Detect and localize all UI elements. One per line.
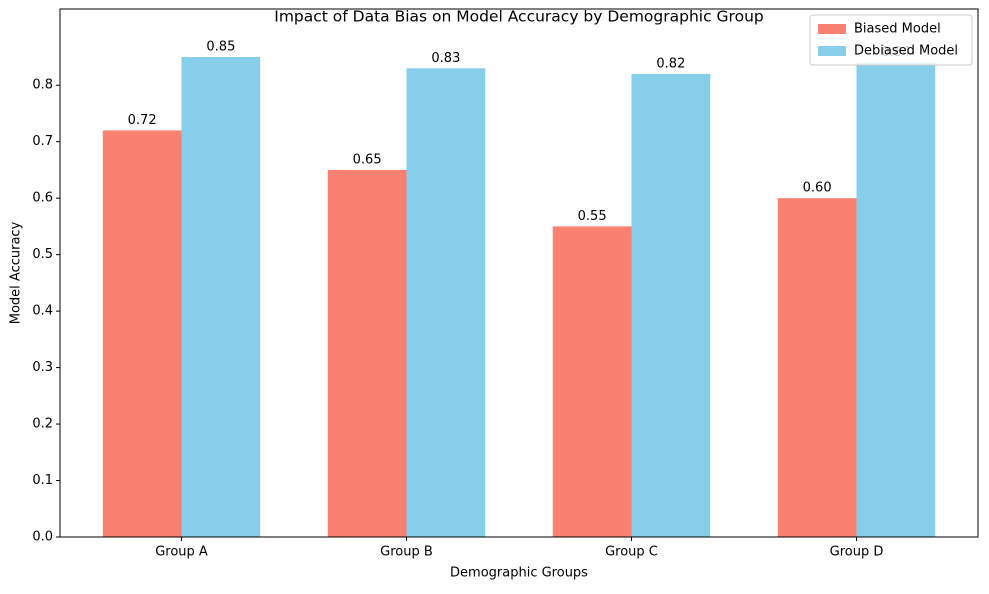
x-tick-label: Group B [380, 545, 433, 560]
bar [102, 130, 182, 538]
x-tick-label: Group D [830, 545, 884, 560]
data-label: 0.83 [431, 51, 460, 66]
bar [406, 68, 486, 537]
data-label: 0.55 [578, 209, 607, 224]
x-axis-label: Demographic Groups [450, 566, 588, 581]
legend-box [809, 14, 973, 66]
y-tick-label: 0.0 [32, 530, 53, 545]
y-tick-label: 0.1 [32, 473, 53, 488]
y-tick-label: 0.5 [32, 247, 53, 262]
chart-title: Impact of Data Bias on Model Accuracy by… [274, 8, 763, 26]
data-label: 0.60 [803, 181, 832, 196]
legend-label: Biased Model [854, 22, 941, 37]
plot-frame [59, 8, 979, 538]
bar [631, 73, 711, 538]
data-label: 0.65 [353, 152, 382, 167]
legend: Biased Model Debiased Model [809, 14, 973, 66]
bar [181, 57, 261, 537]
data-label: 0.72 [128, 113, 157, 128]
y-tick-label: 0.2 [32, 417, 53, 432]
bar [856, 62, 936, 537]
y-tick-label: 0.7 [32, 134, 53, 149]
y-axis-label: Model Accuracy [9, 221, 24, 324]
y-tick-label: 0.6 [32, 191, 53, 206]
bar [552, 226, 632, 538]
bar [777, 198, 857, 538]
legend-swatch [818, 24, 846, 34]
data-label: 0.82 [656, 56, 685, 71]
legend-swatch [818, 46, 846, 56]
data-label: 0.85 [206, 40, 235, 55]
y-tick-label: 0.4 [32, 304, 53, 319]
y-tick-label: 0.3 [32, 360, 53, 375]
bar [327, 169, 407, 538]
x-tick-label: Group C [605, 545, 658, 560]
x-tick-label: Group A [155, 545, 208, 560]
legend-label: Debiased Model [854, 44, 958, 59]
y-tick-label: 0.8 [32, 78, 53, 93]
